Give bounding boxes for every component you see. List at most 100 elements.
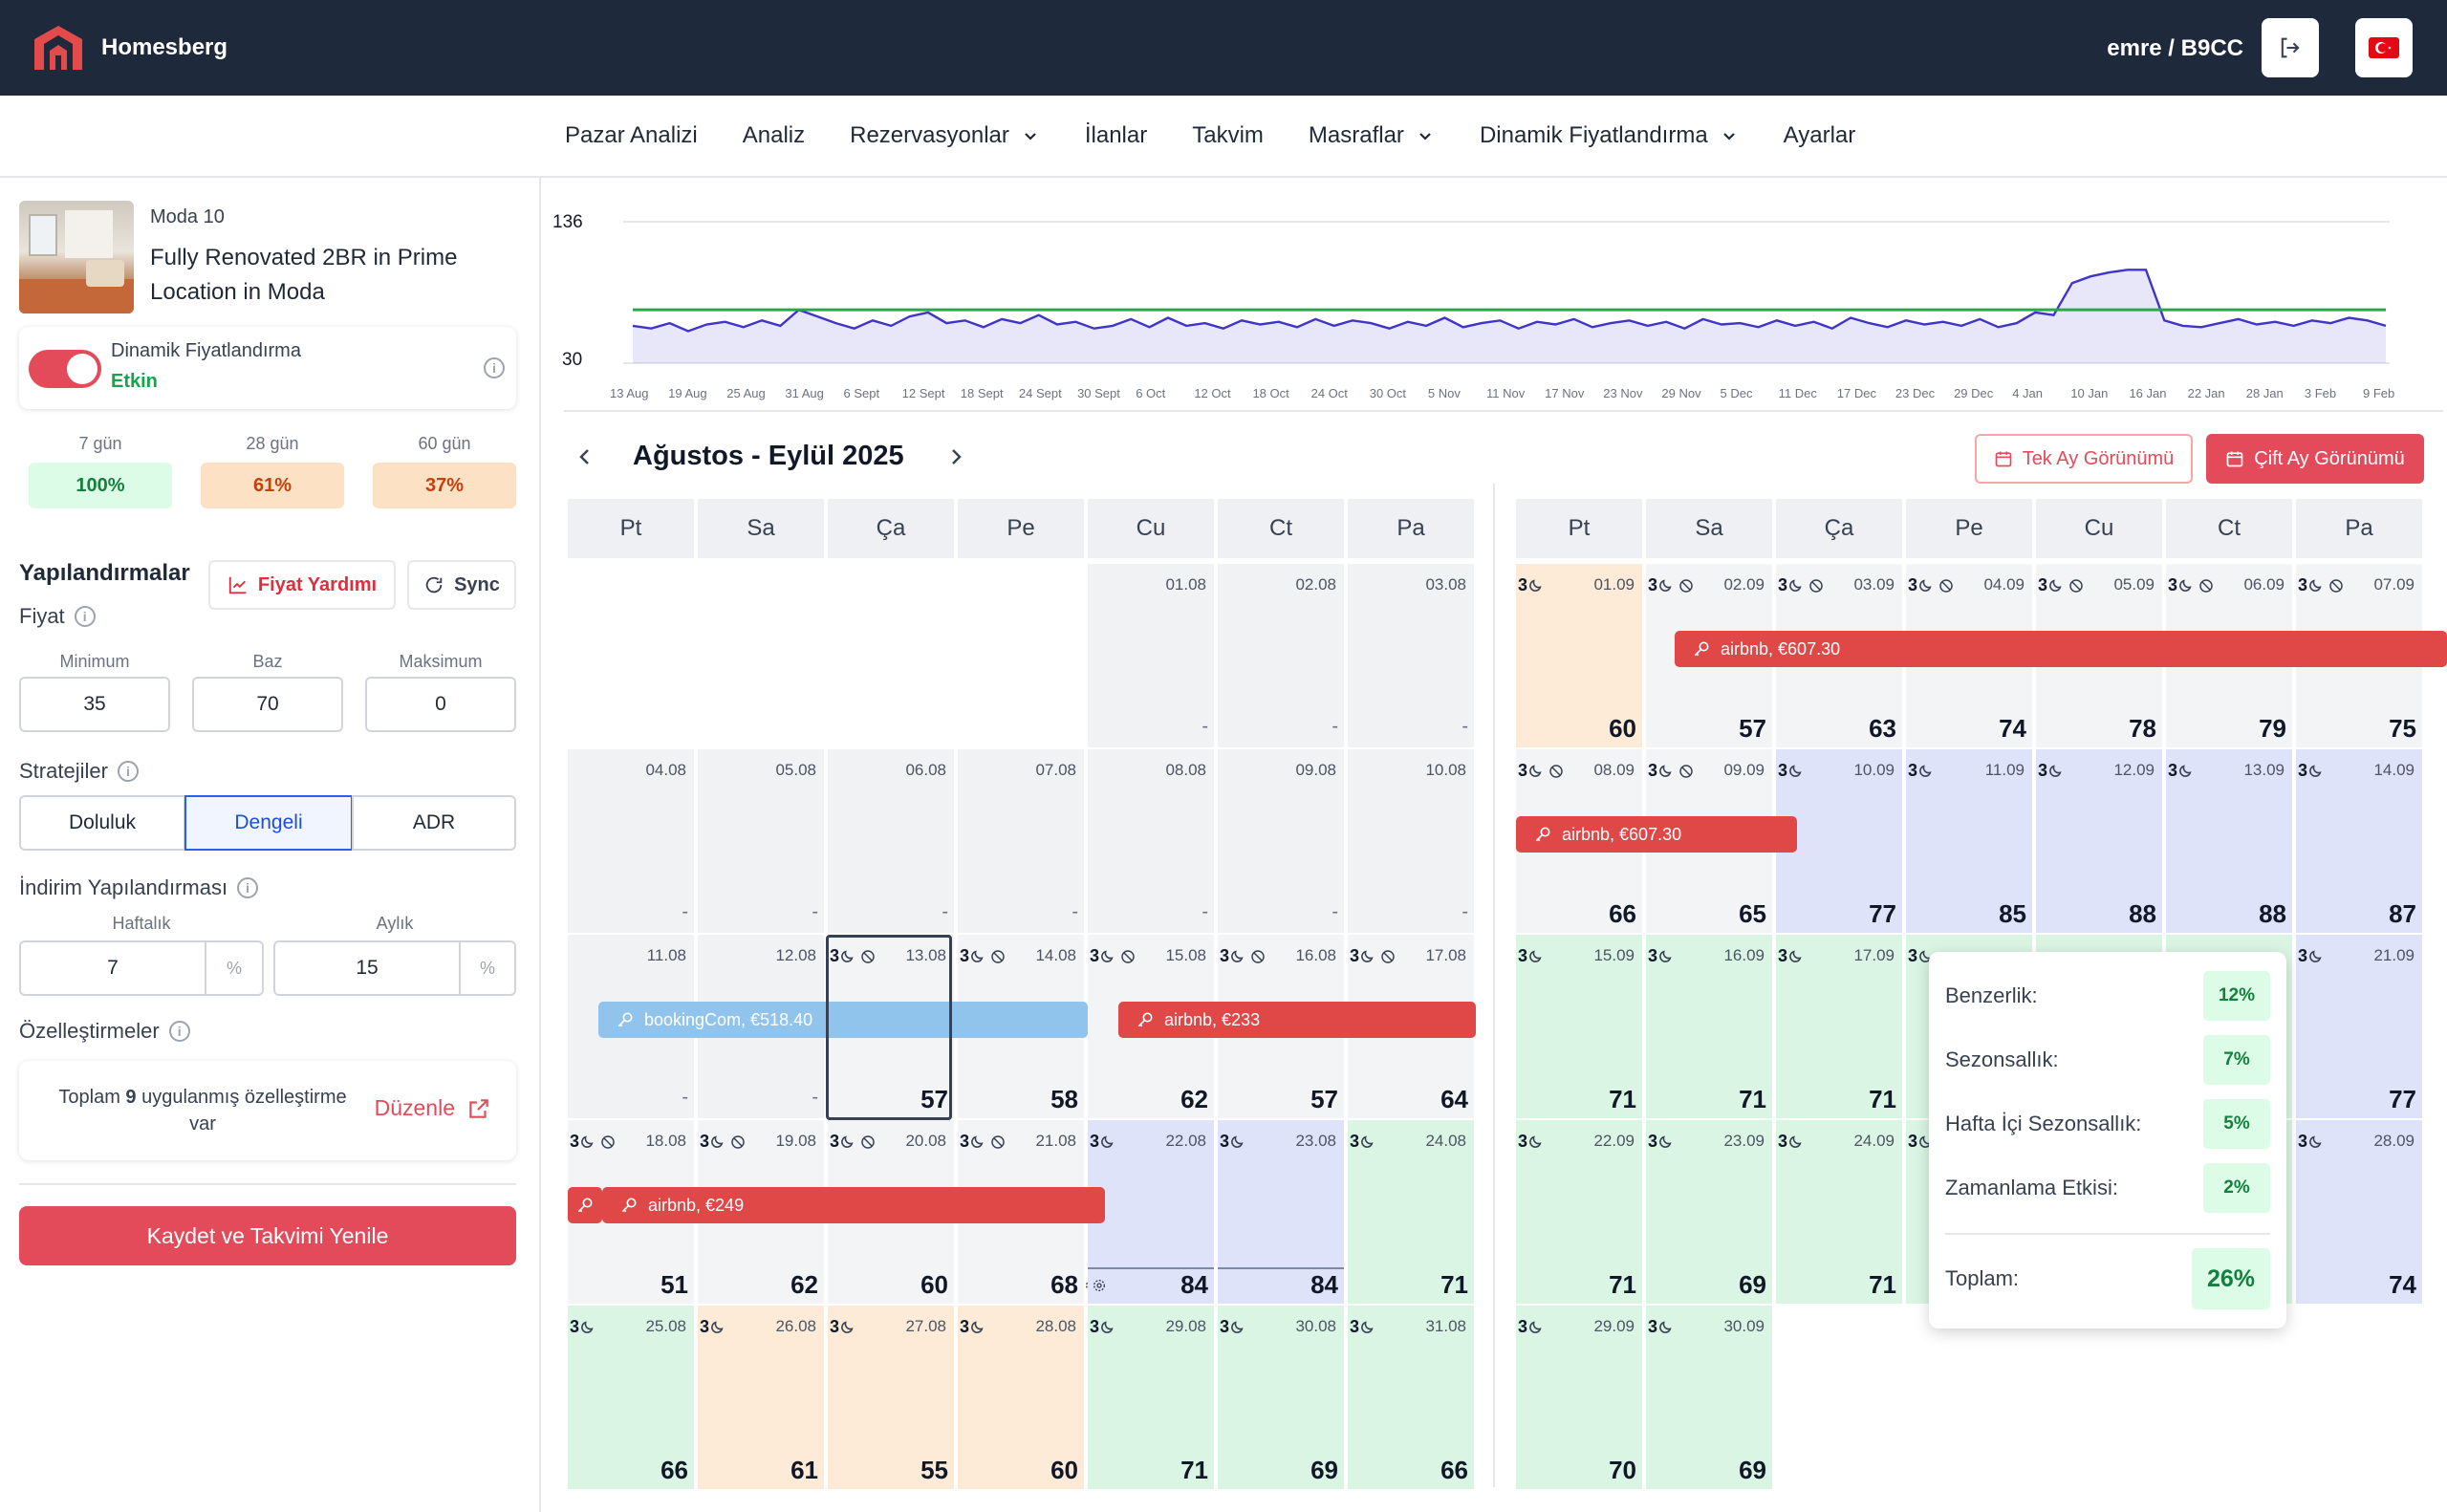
price-help-button[interactable]: Fiyat Yardımı [208, 560, 396, 610]
calendar-day[interactable]: 3 23.09 69 [1646, 1120, 1772, 1304]
calendar-day[interactable]: 01.08 - [1088, 564, 1214, 747]
booking-bar[interactable] [568, 1187, 602, 1223]
calendar-day[interactable]: 3 25.08 66 [568, 1306, 694, 1489]
calendar-day[interactable]: 09.08 - [1218, 749, 1344, 933]
nav-listings[interactable]: İlanlar [1084, 122, 1148, 148]
calendar-day[interactable]: 3 15.09 71 [1516, 935, 1642, 1118]
x-tick-label: 23 Nov [1603, 386, 1643, 400]
info-icon[interactable]: i [74, 606, 96, 627]
calendar-day[interactable]: 3 17.09 71 [1776, 935, 1902, 1118]
calendar-day[interactable]: 3 22.08 84 [1088, 1120, 1214, 1304]
calendar-day[interactable]: 3 30.09 69 [1646, 1306, 1772, 1489]
nav-expenses[interactable]: Masraflar [1309, 122, 1435, 149]
calendar-day[interactable]: 04.08 - [568, 749, 694, 933]
calendar-day[interactable]: 3 21.09 77 [2296, 935, 2422, 1118]
prev-month-button[interactable] [574, 445, 596, 468]
dynamic-pricing-toggle[interactable] [29, 350, 101, 388]
calendar-day[interactable]: 3 23.08 84 [1218, 1120, 1344, 1304]
calendar-day[interactable]: 3 27.08 55 [828, 1306, 954, 1489]
calendar-day[interactable]: 3 28.08 60 [958, 1306, 1084, 1489]
booking-bar[interactable]: airbnb, €607.30 [1675, 631, 2447, 667]
info-icon[interactable]: i [168, 1021, 190, 1042]
nav-calendar[interactable]: Takvim [1192, 122, 1264, 148]
calendar-day[interactable]: 07.08 - [958, 749, 1084, 933]
strategy-adr[interactable]: ADR [352, 795, 516, 851]
nav-market-analysis[interactable]: Pazar Analizi [565, 122, 698, 148]
calendar-day[interactable]: 06.08 - [828, 749, 954, 933]
day-price: 62 [790, 1270, 818, 1299]
calendar-day[interactable]: 3 13.09 88 [2166, 749, 2292, 933]
moon-icon [971, 949, 984, 962]
calendar-day[interactable]: 3 10.09 77 [1776, 749, 1902, 933]
min-nights: 3 [1220, 1132, 1245, 1152]
x-tick-label: 6 Oct [1136, 386, 1166, 400]
next-month-button[interactable] [944, 445, 967, 468]
calendar-day[interactable]: 3 31.08 66 [1348, 1306, 1474, 1489]
base-price-input[interactable]: 70 [192, 677, 343, 732]
moon-icon [1529, 949, 1542, 962]
info-icon[interactable]: i [117, 761, 139, 782]
booking-bar[interactable]: airbnb, €233 [1118, 1002, 1476, 1038]
calendar-day[interactable]: 3 24.08 71 [1348, 1120, 1474, 1304]
language-button[interactable] [2355, 18, 2413, 77]
nav-reservations[interactable]: Rezervasyonlar [850, 122, 1040, 149]
strategy-occupancy[interactable]: Doluluk [19, 795, 185, 851]
booking-bar[interactable]: airbnb, €607.30 [1516, 816, 1797, 853]
calendar-day[interactable]: 3 22.09 71 [1516, 1120, 1642, 1304]
min-nights: 3 [1090, 1132, 1115, 1152]
moon-icon [2309, 1134, 2322, 1148]
day-date: 04.09 [1983, 575, 2025, 594]
strategy-balanced[interactable]: Dengeli [184, 795, 353, 851]
booking-bar[interactable]: airbnb, €249 [602, 1187, 1105, 1223]
calendar-day[interactable]: 3 30.08 69 [1218, 1306, 1344, 1489]
external-link-icon [469, 1098, 488, 1118]
min-price-input[interactable]: 35 [19, 677, 170, 732]
calendar-day[interactable]: 02.08 - [1218, 564, 1344, 747]
calendar-day[interactable]: 3 26.08 61 [698, 1306, 824, 1489]
key-icon [577, 1198, 593, 1213]
single-month-view-button[interactable]: Tek Ay Görünümü [1975, 434, 2193, 484]
calendar-day[interactable]: 08.08 - [1088, 749, 1214, 933]
calendar-day[interactable]: 3 28.09 74 [2296, 1120, 2422, 1304]
moon-icon [1361, 1320, 1374, 1333]
calendar-day[interactable]: 3 24.09 71 [1776, 1120, 1902, 1304]
moon-icon [2309, 578, 2322, 592]
info-icon[interactable]: i [484, 357, 505, 378]
nav-dynamic-pricing[interactable]: Dinamik Fiyatlandırma [1480, 122, 1739, 149]
weekly-discount-input[interactable]: 7 [19, 940, 206, 996]
calendar-day[interactable]: 3 29.08 71 [1088, 1306, 1214, 1489]
max-price-input[interactable]: 0 [365, 677, 516, 732]
weekday-header: Pe [958, 499, 1084, 558]
save-refresh-button[interactable]: Kaydet ve Takvimi Yenile [19, 1206, 516, 1265]
calendar-day[interactable]: 03.08 - [1348, 564, 1474, 747]
logout-button[interactable] [2262, 18, 2319, 77]
weekday-header: Pt [1516, 499, 1642, 558]
double-month-view-button[interactable]: Çift Ay Görünümü [2206, 434, 2424, 484]
min-nights: 3 [1220, 946, 1266, 966]
sync-button[interactable]: Sync [407, 560, 516, 610]
brand[interactable]: Homesberg [31, 24, 227, 72]
day-date: 10.09 [1853, 761, 1895, 779]
base-label: Baz [252, 652, 283, 671]
day-date: 13.09 [2243, 761, 2285, 779]
calendar-day[interactable]: 3 29.09 70 [1516, 1306, 1642, 1489]
day-price: 85 [1999, 899, 2026, 928]
calendar-day[interactable]: 3 11.09 85 [1906, 749, 2032, 933]
edit-customizations-link[interactable]: Düzenle [375, 1095, 491, 1121]
min-nights: 3 [1648, 761, 1694, 781]
calendar-day[interactable]: 3 16.09 71 [1646, 935, 1772, 1118]
no-checkin-icon [1679, 764, 1693, 778]
calendar-day[interactable]: 3 14.09 87 [2296, 749, 2422, 933]
booking-bar[interactable]: bookingCom, €518.40 [598, 1002, 1088, 1038]
info-icon[interactable]: i [237, 877, 259, 898]
calendar-day[interactable]: 10.08 - [1348, 749, 1474, 933]
moon-icon [841, 949, 854, 962]
nav-settings[interactable]: Ayarlar [1783, 122, 1856, 148]
calendar-day[interactable]: 05.08 - [698, 749, 824, 933]
calendar-day[interactable]: 3 01.09 60 [1516, 564, 1642, 747]
calendar-day[interactable]: 3 12.09 88 [2036, 749, 2162, 933]
nav-analysis[interactable]: Analiz [742, 122, 806, 148]
day-price: 63 [1869, 714, 1896, 743]
monthly-discount-input[interactable]: 15 [273, 940, 461, 996]
min-nights: 3 [1518, 1132, 1543, 1152]
